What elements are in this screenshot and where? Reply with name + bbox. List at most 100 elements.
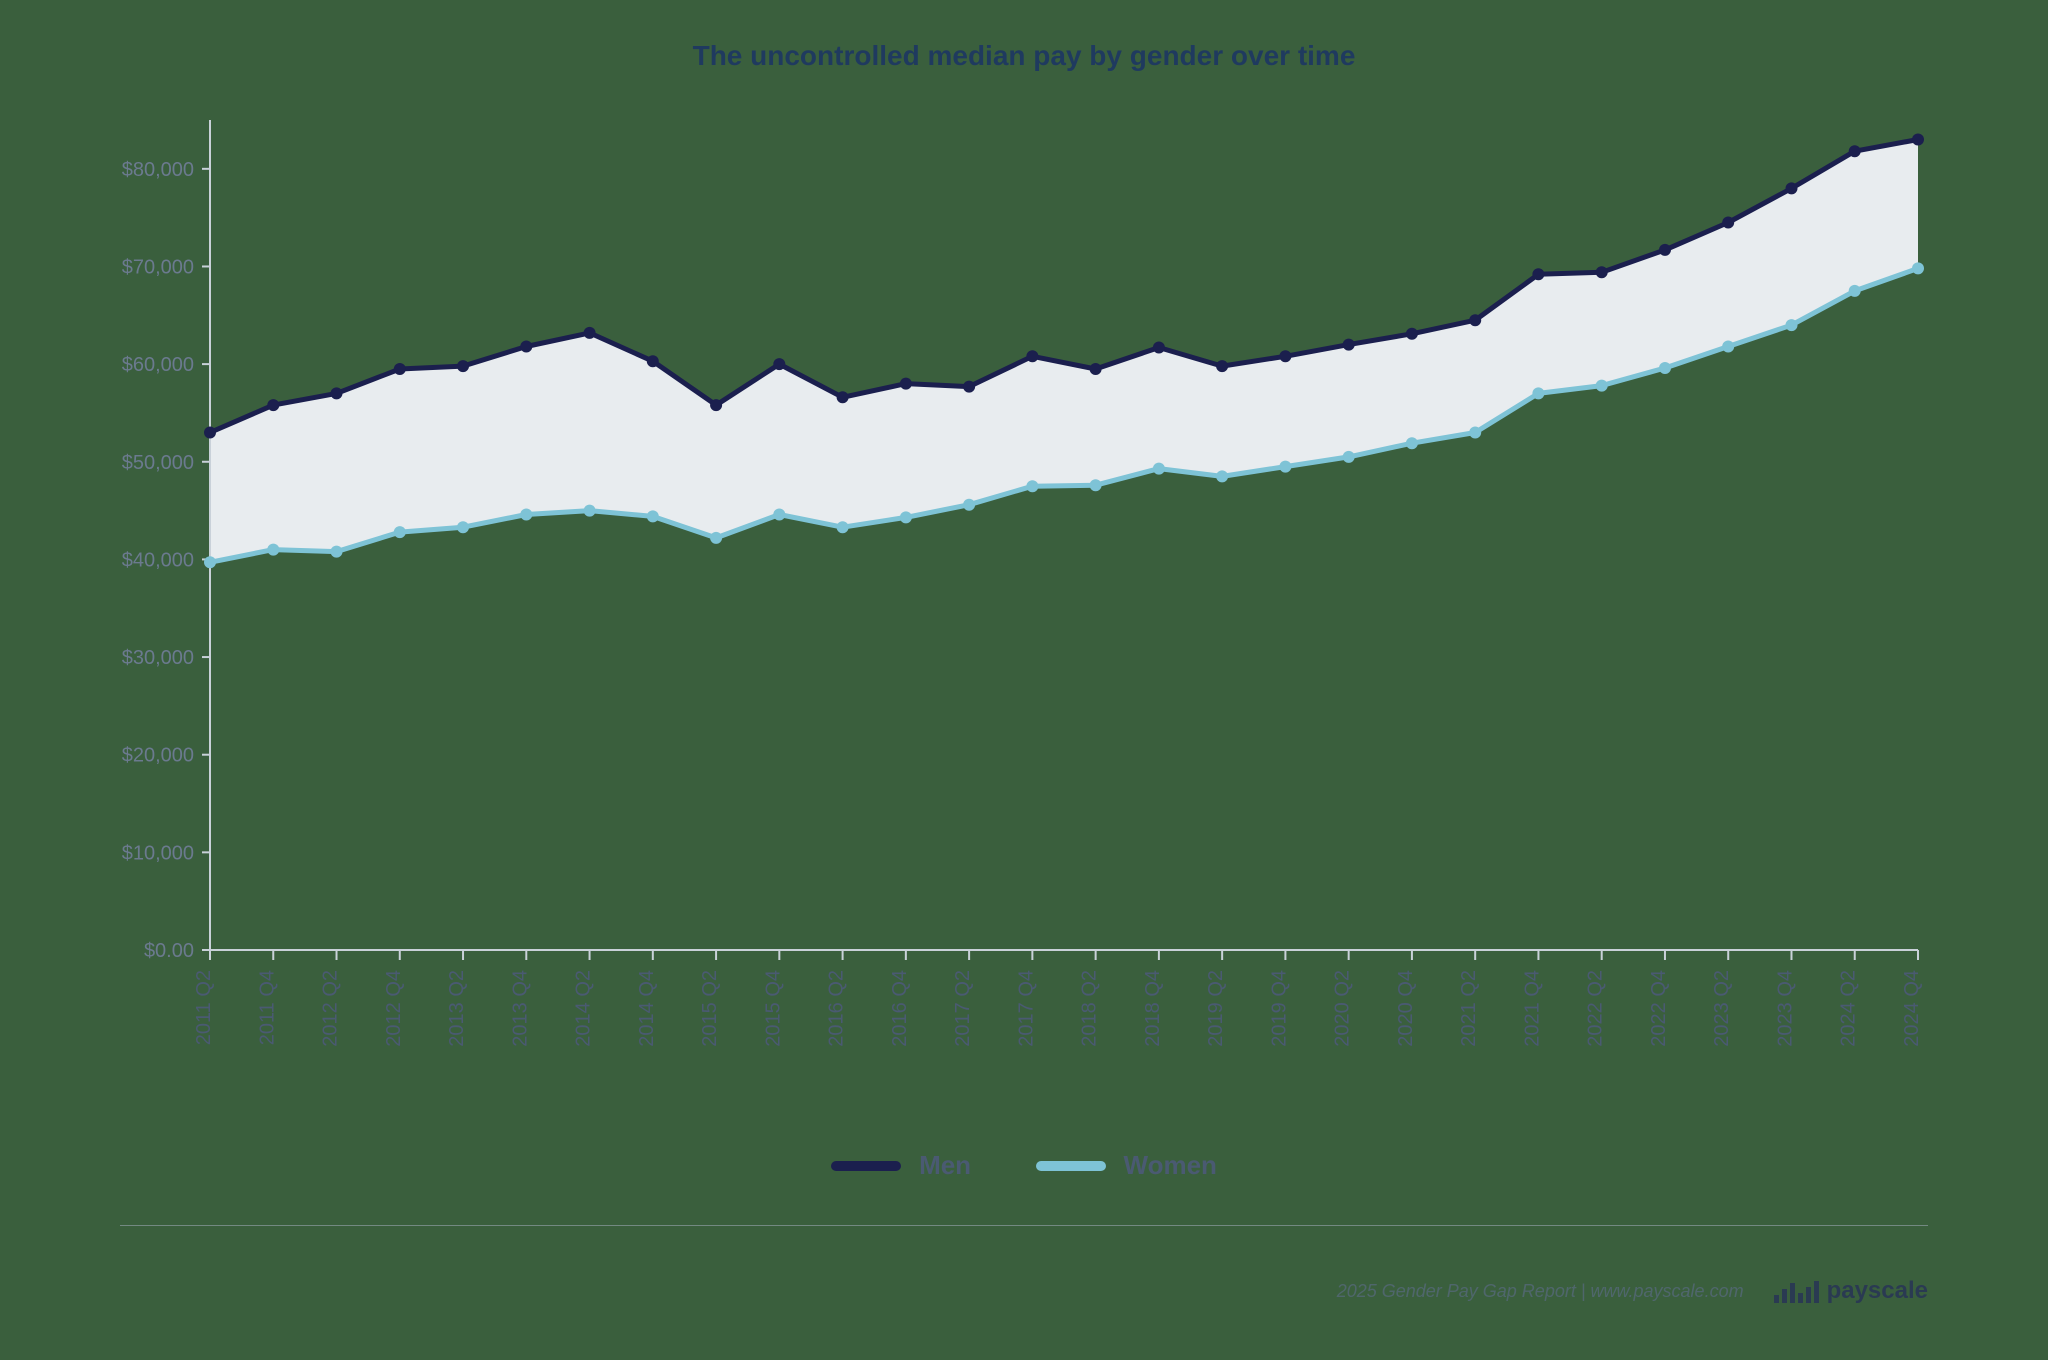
line-chart-svg: $0.00 $10,000 $20,000 $30,000 $40,000 $50,000…: [100, 100, 1948, 1120]
x-tick-label: 2020 Q4: [1395, 970, 1417, 1047]
x-tick-label: 2011 Q2: [193, 970, 215, 1045]
x-tick-label: 2013 Q2: [446, 970, 468, 1047]
legend-label-men: Men: [919, 1150, 971, 1181]
x-tick-label: 2017 Q2: [952, 970, 974, 1047]
series-marker-men: [900, 378, 912, 390]
series-marker-men: [1279, 350, 1291, 362]
x-tick-label: 2012 Q2: [320, 970, 342, 1047]
brand-name: payscale: [1827, 1277, 1928, 1305]
x-tick-label: 2022 Q2: [1585, 970, 1607, 1047]
series-marker-men: [710, 399, 722, 411]
x-tick-label: 2018 Q4: [1142, 970, 1164, 1047]
logo-mark-icon: [1774, 1279, 1819, 1303]
series-marker-men: [1090, 363, 1102, 375]
y-tick-label: $20,000: [122, 745, 194, 767]
y-tick-label: $50,000: [122, 452, 194, 474]
series-marker-men: [584, 327, 596, 339]
footer: 2025 Gender Pay Gap Report | www.payscal…: [1337, 1277, 1928, 1305]
series-marker-women: [204, 556, 216, 568]
x-tick-label: 2021 Q2: [1458, 970, 1480, 1047]
series-marker-women: [710, 532, 722, 544]
legend: Men Women: [0, 1150, 2048, 1181]
x-tick-label: 2016 Q2: [826, 970, 848, 1047]
legend-label-women: Women: [1124, 1150, 1217, 1181]
x-tick-label: 2018 Q2: [1079, 970, 1101, 1047]
series-marker-men: [1722, 217, 1734, 229]
series-marker-men: [647, 355, 659, 367]
series-marker-men: [1153, 342, 1165, 354]
x-tick-label: 2024 Q4: [1901, 970, 1923, 1047]
chart-area: $0.00 $10,000 $20,000 $30,000 $40,000 $50,000…: [100, 100, 1948, 1120]
legend-item-women: Women: [1036, 1150, 1217, 1181]
series-marker-men: [1469, 314, 1481, 326]
y-tick-label: $10,000: [122, 842, 194, 864]
x-tick-label: 2024 Q2: [1838, 970, 1860, 1047]
x-tick-label: 2011 Q4: [256, 970, 278, 1045]
legend-swatch-women: [1036, 1161, 1106, 1171]
y-tick-label: $40,000: [122, 549, 194, 571]
series-marker-men: [1343, 339, 1355, 351]
brand-logo: payscale: [1774, 1277, 1928, 1305]
series-marker-men: [1596, 266, 1608, 278]
series-marker-men: [1912, 134, 1924, 146]
footer-text: 2025 Gender Pay Gap Report | www.payscal…: [1337, 1281, 1744, 1302]
x-tick-label: 2023 Q4: [1774, 970, 1796, 1047]
series-marker-men: [331, 387, 343, 399]
x-tick-label: 2021 Q4: [1521, 970, 1543, 1047]
series-marker-men: [837, 391, 849, 403]
series-marker-women: [1532, 387, 1544, 399]
x-tick-label: 2013 Q4: [509, 970, 531, 1047]
series-marker-women: [520, 509, 532, 521]
gap-area: [210, 140, 1918, 563]
series-marker-men: [267, 399, 279, 411]
series-marker-men: [457, 360, 469, 372]
series-marker-men: [963, 381, 975, 393]
x-tick-label: 2019 Q2: [1205, 970, 1227, 1047]
series-marker-men: [1026, 350, 1038, 362]
x-tick-label: 2014 Q2: [573, 970, 595, 1047]
x-tick-label: 2015 Q4: [762, 970, 784, 1047]
series-marker-women: [1279, 461, 1291, 473]
series-marker-women: [1659, 362, 1671, 374]
x-tick-label: 2016 Q4: [889, 970, 911, 1047]
series-marker-women: [1406, 437, 1418, 449]
x-tick-label: 2014 Q4: [636, 970, 658, 1047]
y-tick-label: $30,000: [122, 647, 194, 669]
x-tick-label: 2017 Q4: [1015, 970, 1037, 1047]
series-marker-women: [963, 499, 975, 511]
series-marker-women: [1596, 380, 1608, 392]
series-marker-men: [394, 363, 406, 375]
series-marker-women: [773, 509, 785, 521]
x-tick-label: 2020 Q2: [1332, 970, 1354, 1047]
series-marker-women: [837, 521, 849, 533]
footer-divider: [120, 1225, 1928, 1226]
series-marker-men: [1216, 360, 1228, 372]
series-marker-women: [267, 544, 279, 556]
series-marker-women: [1216, 470, 1228, 482]
series-marker-women: [1153, 463, 1165, 475]
series-marker-men: [204, 427, 216, 439]
x-tick-label: 2012 Q4: [383, 970, 405, 1047]
series-marker-women: [394, 526, 406, 538]
legend-swatch-men: [831, 1161, 901, 1171]
y-tick-label: $60,000: [122, 354, 194, 376]
legend-item-men: Men: [831, 1150, 971, 1181]
series-marker-women: [1026, 480, 1038, 492]
series-marker-women: [900, 511, 912, 523]
y-tick-label: $0.00: [144, 940, 194, 962]
series-marker-men: [1659, 244, 1671, 256]
x-tick-label: 2015 Q2: [699, 970, 721, 1047]
x-tick-label: 2023 Q2: [1711, 970, 1733, 1047]
series-marker-women: [1343, 451, 1355, 463]
series-marker-women: [584, 505, 596, 517]
series-marker-women: [457, 521, 469, 533]
series-marker-men: [1406, 328, 1418, 340]
series-marker-women: [1090, 479, 1102, 491]
series-marker-women: [1469, 427, 1481, 439]
series-marker-men: [1849, 145, 1861, 157]
y-tick-label: $70,000: [122, 256, 194, 278]
x-tick-label: 2019 Q4: [1268, 970, 1290, 1047]
series-marker-men: [520, 341, 532, 353]
series-marker-women: [1786, 319, 1798, 331]
series-marker-women: [647, 510, 659, 522]
